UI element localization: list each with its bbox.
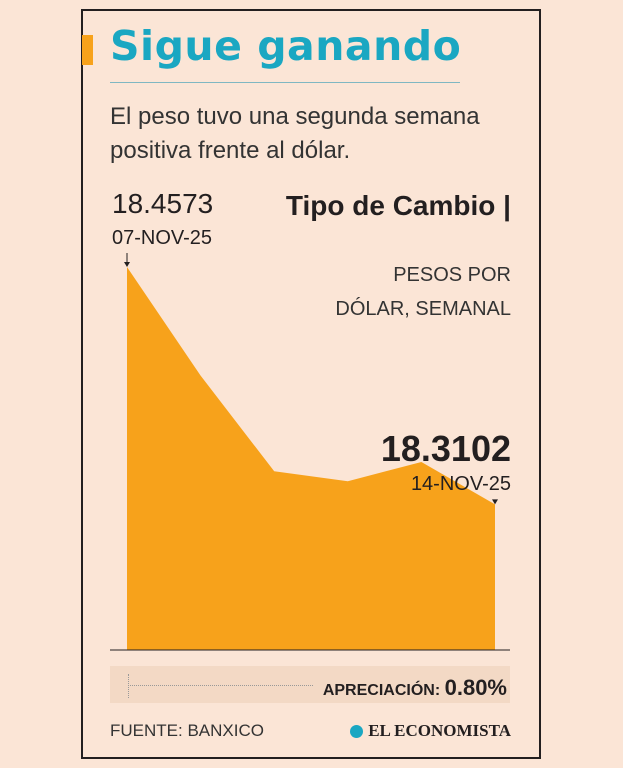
appreciation-value: 0.80% [444, 675, 507, 700]
chart-title-text: Tipo de Cambio | [285, 190, 511, 221]
appreciation-box [110, 666, 510, 703]
brand-globe-icon [350, 724, 364, 738]
appreciation-label: APRECIACIÓN: [322, 682, 441, 699]
page-subtitle: El peso tuvo una segunda semana positiva… [110, 103, 480, 164]
start-annotation-marker [124, 253, 130, 267]
area-series [127, 267, 495, 650]
appreciation-row: APRECIACIÓN: 0.80% [323, 677, 507, 702]
start-date-label: 07-NOV-25 [112, 227, 213, 249]
end-value-label: 18.3102 [380, 428, 511, 469]
title-rule [110, 82, 460, 83]
dotted-guide [128, 685, 313, 686]
accent-bar [82, 35, 93, 65]
page-title: Sigue ganando [110, 22, 462, 70]
chart-units: PESOS POR DÓLAR, SEMANAL [335, 258, 511, 326]
chart-card [81, 9, 541, 759]
dotted-guide-tick [128, 674, 130, 698]
brand-logo: EL ECONOMISTA [350, 721, 511, 741]
chart-title: Tipo de Cambio | [286, 188, 511, 224]
chart-units-line-2: DÓLAR, SEMANAL [335, 298, 511, 320]
chart-units-line-1: PESOS POR [393, 264, 511, 286]
source-note: FUENTE: BANXICO [110, 721, 264, 740]
end-annotation-marker [492, 499, 498, 505]
start-value-label: 18.4573 [112, 188, 214, 219]
end-date-label: 14-NOV-25 [410, 473, 511, 495]
brand-name: EL ECONOMISTA [368, 721, 511, 740]
